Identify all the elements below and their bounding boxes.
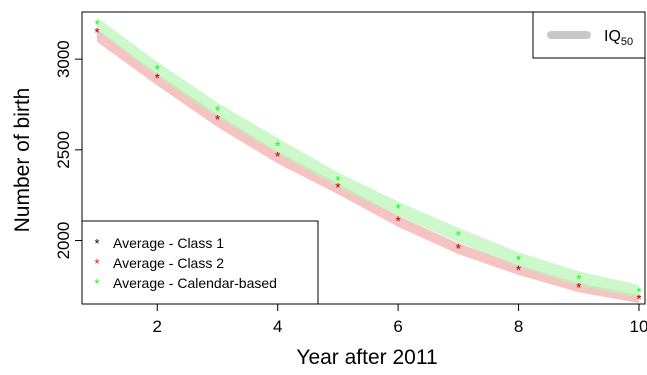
- legend-main: * Average - Class 1 * Average - Class 2 * Ave…: [81, 220, 319, 305]
- y-axis-label: Number of birth: [11, 88, 34, 233]
- data-point-series-1: *: [95, 25, 100, 40]
- legend-label: Average - Calendar-based: [113, 275, 277, 291]
- x-axis: 2 4 6 8 10: [153, 304, 647, 336]
- data-point-series-2: *: [155, 62, 160, 77]
- data-point-series-2: *: [95, 17, 100, 32]
- data-point-series-0: *: [95, 25, 100, 40]
- data-point-series-2: *: [456, 228, 461, 243]
- data-point-series-0: *: [155, 70, 160, 85]
- plot-frame: [81, 11, 646, 305]
- data-point-series-0: *: [456, 241, 461, 256]
- x-tick-label: 10: [630, 317, 647, 336]
- data-point-series-1: *: [576, 280, 581, 295]
- data-point-series-2: *: [335, 173, 340, 188]
- data-point-series-1: *: [636, 292, 641, 307]
- data-point-series-0: *: [335, 180, 340, 195]
- data-point-series-1: *: [396, 214, 401, 229]
- data-point-series-1: *: [215, 112, 220, 127]
- y-axis: 2000 2500 3000: [54, 40, 82, 259]
- data-point-series-0: *: [396, 214, 401, 229]
- legend-band: IQ50: [532, 11, 646, 59]
- x-tick-label: 6: [393, 317, 402, 336]
- x-axis-label: Year after 2011: [296, 346, 437, 369]
- legend-marker: *: [94, 256, 99, 271]
- data-point-series-1: *: [155, 70, 160, 85]
- x-tick-label: 8: [514, 317, 523, 336]
- data-point-series-2: *: [275, 138, 280, 153]
- data-point-series-1: *: [456, 241, 461, 256]
- data-point-series-2: *: [636, 284, 641, 299]
- legend-main-box: [81, 220, 319, 305]
- legend-label: Average - Class 1: [113, 235, 224, 251]
- x-tick-label: 2: [153, 317, 162, 336]
- data-point-series-2: *: [396, 201, 401, 216]
- data-point-series-2: *: [516, 253, 521, 268]
- legend-band-label: IQ50: [604, 28, 633, 48]
- data-point-series-0: *: [516, 263, 521, 278]
- x-tick-label: 4: [273, 317, 282, 336]
- legend-marker: *: [94, 236, 99, 251]
- data-point-series-0: *: [275, 149, 280, 164]
- data-point-series-0: *: [215, 112, 220, 127]
- data-point-series-1: *: [516, 263, 521, 278]
- data-point-series-1: *: [275, 149, 280, 164]
- data-point-series-2: *: [215, 103, 220, 118]
- data-point-series-0: *: [576, 280, 581, 295]
- data-point-series-2: *: [576, 272, 581, 287]
- data-point-series-1: *: [335, 180, 340, 195]
- y-tick-label: 2500: [54, 131, 73, 169]
- points-layer: ******************************: [95, 17, 642, 307]
- y-tick-label: 3000: [54, 40, 73, 78]
- y-tick-label: 2000: [54, 222, 73, 260]
- legend-marker: *: [94, 276, 99, 291]
- legend-label: Average - Class 2: [113, 255, 224, 271]
- data-point-series-0: *: [636, 292, 641, 307]
